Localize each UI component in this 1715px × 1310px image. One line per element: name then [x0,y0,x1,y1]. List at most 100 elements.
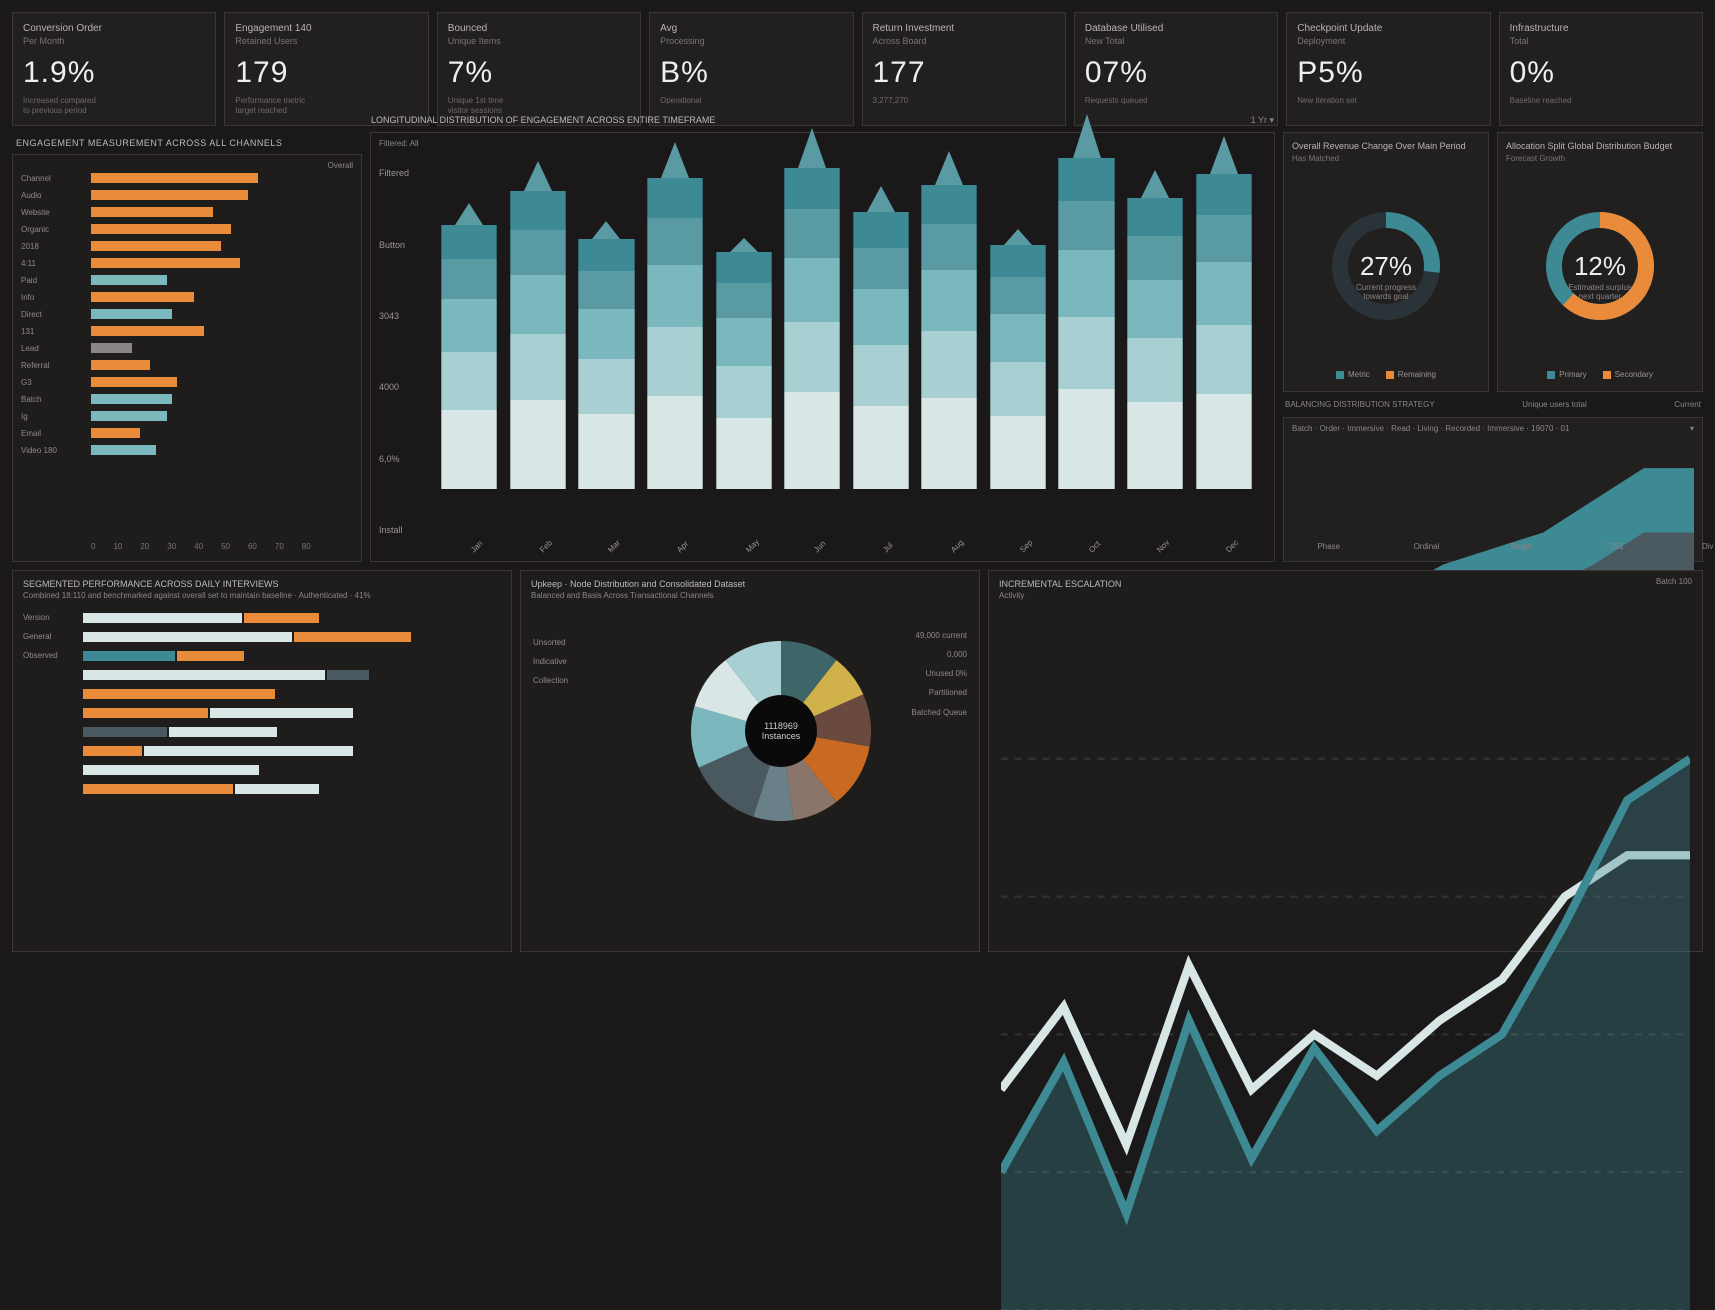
main-seg [1127,402,1183,489]
gbar-row[interactable] [23,705,501,721]
gbar-row[interactable]: Observed [23,648,501,664]
pie-left-labels: UnsortedIndicativeCollection [533,633,568,691]
left-filter[interactable]: Overall [21,161,361,170]
main-seg [990,416,1046,489]
hbar-label: Info [21,293,91,302]
main-seg [510,400,566,489]
main-column[interactable] [921,185,977,489]
donut-card[interactable]: Allocation Split Global Distribution Bud… [1497,132,1703,392]
hbar-fill [91,241,221,251]
gbar-row[interactable] [23,686,501,702]
hbar-row[interactable]: G3 [21,374,361,391]
main-seg [784,322,840,393]
donut-row: Overall Revenue Change Over Main Period … [1283,132,1703,392]
main-seg [853,248,909,290]
area-meta[interactable]: Current [1674,400,1701,409]
main-seg [1127,280,1183,338]
main-chart: LONGITUDINAL DISTRIBUTION OF ENGAGEMENT … [370,132,1275,562]
main-seg [1058,317,1114,390]
hbar-row[interactable]: Ig [21,408,361,425]
donut-card[interactable]: Overall Revenue Change Over Main Period … [1283,132,1489,392]
hbar-row[interactable]: Website [21,204,361,221]
gbar-row[interactable] [23,781,501,797]
main-column[interactable] [1127,198,1183,489]
gbar-row[interactable]: Version [23,610,501,626]
kpi-card[interactable]: Bounced Unique Items 7% Unique 1st timev… [437,12,641,126]
main-seg [990,277,1046,314]
gbar-label: Observed [23,651,83,660]
main-filter[interactable]: Filtered: All [379,139,419,148]
main-seg [1196,394,1252,488]
main-seg [647,396,703,489]
donut-wrap: 12% Estimated surplusnext quarter [1506,163,1694,370]
hbar-row[interactable]: Referral [21,357,361,374]
gbar-row[interactable]: General [23,629,501,645]
main-seg [1058,389,1114,488]
main-column[interactable] [784,168,840,489]
hbar-row[interactable]: Email [21,425,361,442]
kpi-card[interactable]: Conversion Order Per Month 1.9% Increase… [12,12,216,126]
main-seg [1196,174,1252,215]
hbar-row[interactable]: 2018 [21,238,361,255]
kpi-card[interactable]: Engagement 140 Retained Users 179 Perfor… [224,12,428,126]
hbar-row[interactable]: 4:11 [21,255,361,272]
main-column[interactable] [510,191,566,488]
gbar-seg [83,651,175,661]
hbar-row[interactable]: 131 [21,323,361,340]
donut-caption: Current progresstowards goal [1292,283,1480,301]
main-column[interactable] [647,178,703,489]
hbar-fill [91,377,177,387]
hbar-row[interactable]: Channel [21,170,361,187]
gbar-row[interactable] [23,743,501,759]
main-column[interactable] [990,245,1046,488]
bl-h1: SEGMENTED PERFORMANCE ACROSS DAILY INTER… [23,579,501,589]
hbar-row[interactable]: Paid [21,272,361,289]
pie-center: 1118969 Instances [745,695,817,767]
spike-icon [455,203,483,225]
main-seg [510,230,566,275]
gbar-track [83,689,501,699]
hbar-row[interactable]: Batch [21,391,361,408]
area-legend: Batch · Order · Immersive · Read · Livin… [1292,424,1569,433]
hbar-row[interactable]: Lead [21,340,361,357]
hbar-row[interactable]: Info [21,289,361,306]
hbar-row[interactable]: Direct [21,306,361,323]
kpi-card[interactable]: Infrastructure Total 0% Baseline reached [1499,12,1703,126]
main-column[interactable] [1196,174,1252,488]
hbar-fill [91,360,150,370]
gbar-track [83,727,501,737]
kpi-card[interactable]: Database Utilised New Total 07% Requests… [1074,12,1278,126]
hbar-track [91,377,361,387]
hbar-row[interactable]: Audio [21,187,361,204]
kpi-card[interactable]: Checkpoint Update Deployment P5% New ite… [1286,12,1490,126]
line-meta[interactable]: Batch 100 [1656,577,1692,586]
main-column[interactable] [441,225,497,489]
hbar-track [91,309,361,319]
main-seg [1127,338,1183,402]
main-column[interactable] [1058,158,1114,489]
main-seg [853,212,909,248]
hbar-fill [91,394,172,404]
gbar-row[interactable] [23,762,501,778]
hbar-row[interactable]: Organic [21,221,361,238]
kpi-title: Avg [660,23,842,34]
main-meta[interactable]: 1 Yr ▾ [1251,115,1274,126]
main-seg [784,258,840,322]
hbar-row[interactable]: Video 180 [21,442,361,459]
gbar-row[interactable] [23,724,501,740]
gbar-row[interactable] [23,667,501,683]
main-column[interactable] [716,252,772,489]
kpi-title: Conversion Order [23,23,205,34]
main-column[interactable] [578,239,634,489]
pie-right-labels: 49,000 current 0,000Unused 0%Partitioned… [911,626,967,722]
kpi-value: 7% [448,56,630,90]
main-seg [441,299,497,352]
kpi-sub: New Total [1085,36,1267,46]
hbar-label: G3 [21,378,91,387]
main-column[interactable] [853,212,909,489]
hbar-list: Channel Audio Website Organic 2018 4:11 … [21,170,361,534]
kpi-card[interactable]: Avg Processing B% Operational [649,12,853,126]
kpi-card[interactable]: Return Investment Across Board 177 3,277… [862,12,1066,126]
hbar-fill [91,190,248,200]
hbar-label: 4:11 [21,259,91,268]
